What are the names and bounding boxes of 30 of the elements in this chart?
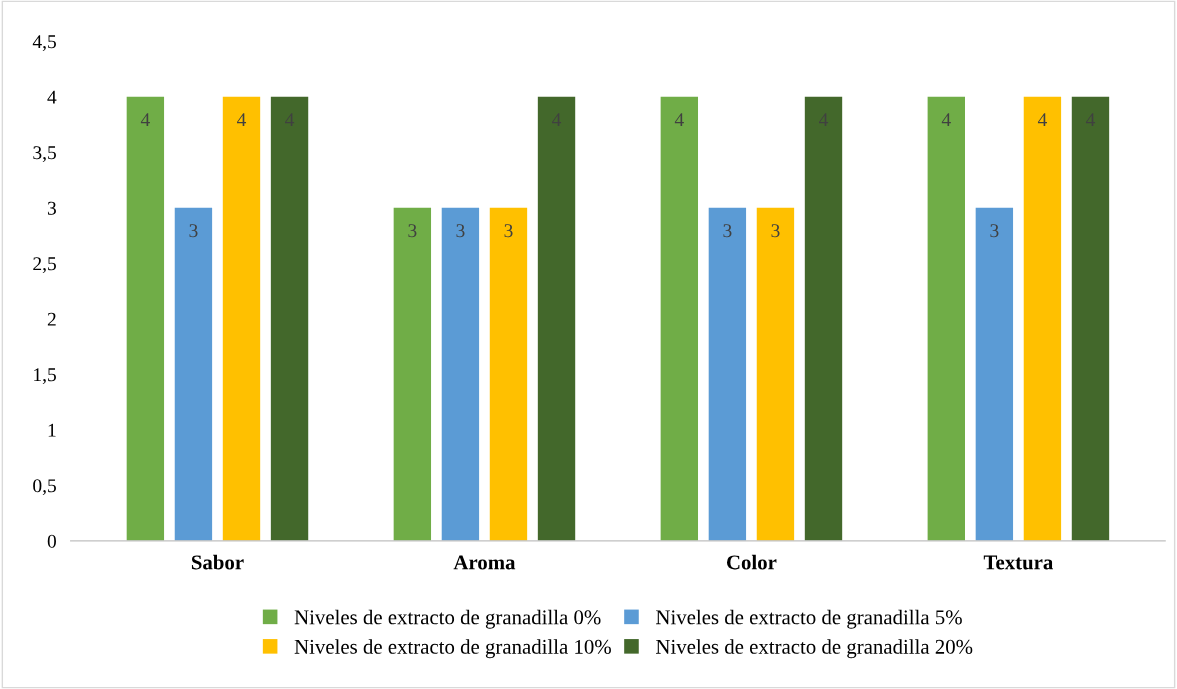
legend-label: Niveles de extracto de granadilla 10% — [294, 639, 611, 659]
y-tick-label: 2,5 — [33, 257, 56, 274]
data-label: 3 — [990, 224, 999, 238]
data-label: 3 — [189, 224, 198, 238]
data-label: 4 — [941, 113, 951, 127]
data-label: 3 — [723, 224, 732, 238]
data-label: 4 — [1037, 113, 1047, 127]
y-tick-label: 4 — [47, 90, 57, 104]
data-label: 3 — [504, 224, 513, 238]
y-tick-label: 3 — [47, 201, 56, 215]
y-tick-label: 1 — [48, 423, 56, 437]
x-tick-label: Textura — [983, 555, 1053, 570]
y-tick-label: 1,5 — [34, 368, 56, 385]
data-label: 4 — [140, 113, 150, 127]
y-tick-label: 3,5 — [33, 146, 56, 163]
y-tick-label: 0 — [47, 534, 56, 548]
x-tick-label: Color — [726, 554, 777, 570]
data-label: 3 — [456, 224, 465, 238]
legend-label: Niveles de extracto de granadilla 5% — [656, 609, 962, 629]
data-label: 3 — [771, 224, 780, 238]
x-tick-label: Sabor — [191, 554, 244, 570]
legend-label: Niveles de extracto de granadilla 0% — [294, 609, 601, 629]
data-label: 4 — [674, 113, 684, 127]
data-label: 4 — [237, 113, 247, 127]
y-tick-label: 4,5 — [32, 35, 56, 52]
legend-label: Niveles de extracto de granadilla 20% — [656, 639, 973, 659]
data-label: 3 — [408, 224, 417, 238]
x-tick-label: Aroma — [453, 555, 516, 570]
y-tick-label: 2 — [47, 312, 56, 326]
y-tick-label: 0,5 — [33, 479, 56, 496]
